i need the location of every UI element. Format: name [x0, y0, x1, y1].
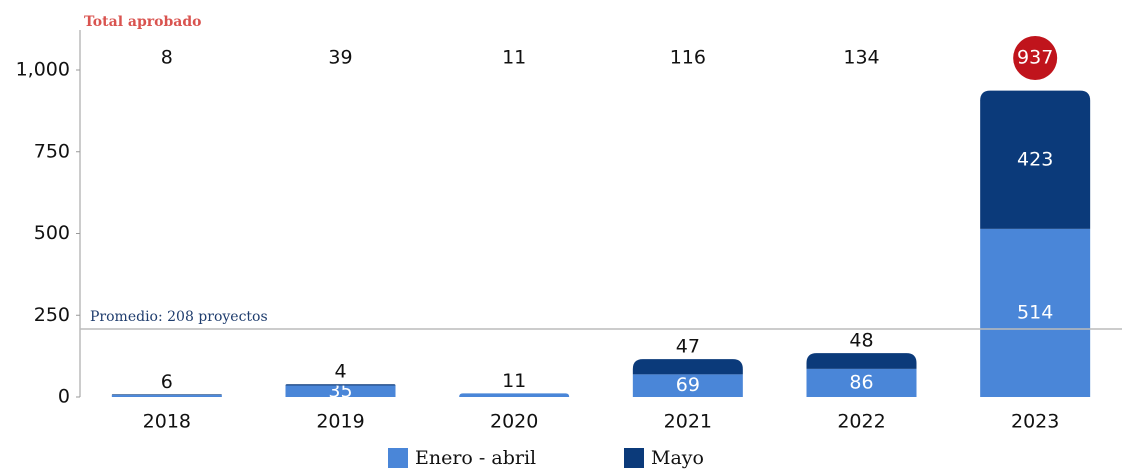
legend-swatch — [624, 448, 644, 468]
bar-segment — [285, 385, 396, 397]
y-tick-label: 250 — [34, 304, 70, 326]
bar-segment — [285, 384, 396, 386]
value-label: 6 — [161, 371, 173, 393]
bar-segment — [806, 353, 917, 369]
total-label: 8 — [161, 47, 173, 69]
total-label: 116 — [670, 47, 706, 69]
y-tick-label: 1,000 — [16, 59, 70, 81]
x-tick-label: 2020 — [490, 411, 538, 433]
bar-segment — [980, 228, 1091, 397]
total-label: 937 — [1017, 47, 1053, 69]
y-tick-label: 0 — [58, 386, 70, 408]
y-tick-label: 500 — [34, 222, 70, 244]
y-tick-label: 750 — [34, 140, 70, 162]
total-label: 11 — [502, 47, 526, 69]
annotation: Total aprobado — [84, 14, 201, 30]
value-label: 86 — [849, 371, 873, 393]
legend-label: Mayo — [651, 447, 704, 469]
value-label: 4 — [334, 361, 346, 383]
average-label: Promedio: 208 proyectos — [90, 309, 268, 325]
x-tick-label: 2018 — [143, 411, 191, 433]
value-label: 35 — [328, 380, 352, 402]
value-label: 69 — [676, 374, 700, 396]
value-label: 48 — [849, 330, 873, 352]
legend-swatch — [388, 448, 408, 468]
x-tick-label: 2019 — [316, 411, 364, 433]
value-label: 47 — [676, 336, 700, 358]
x-tick-label: 2022 — [837, 411, 885, 433]
bar-segment — [111, 395, 222, 397]
legend-label: Enero - abril — [415, 447, 536, 469]
total-label: 39 — [328, 47, 352, 69]
bar-segment — [632, 359, 743, 375]
x-tick-label: 2021 — [664, 411, 712, 433]
value-label: 514 — [1017, 301, 1053, 323]
bar-segment — [632, 374, 743, 397]
value-label: 11 — [502, 370, 526, 392]
value-label: 423 — [1017, 148, 1053, 170]
bar-segment — [980, 90, 1091, 229]
x-tick-label: 2023 — [1011, 411, 1059, 433]
bar-segment — [806, 368, 917, 397]
bar-segment — [111, 394, 222, 396]
total-highlight — [1013, 36, 1058, 80]
total-label: 134 — [843, 47, 879, 69]
bar-segment — [459, 393, 570, 397]
